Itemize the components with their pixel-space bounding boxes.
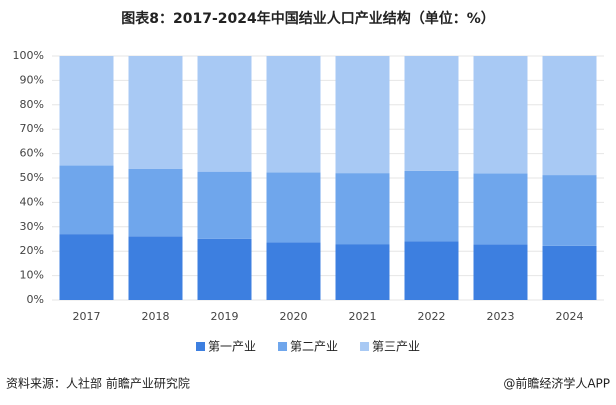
y-tick-label: 10%	[20, 269, 44, 282]
x-tick-label: 2017	[73, 310, 101, 323]
bar-segment	[473, 173, 528, 245]
bar-segment	[473, 244, 528, 300]
x-tick-label: 2020	[280, 310, 308, 323]
bar-segment	[542, 175, 597, 246]
y-tick-label: 50%	[20, 171, 44, 184]
y-tick-label: 60%	[20, 147, 44, 160]
bar-segment	[404, 241, 459, 300]
bar-segment	[59, 56, 114, 166]
source: 资料来源：人社部 前瞻产业研究院	[6, 376, 190, 391]
bar-segment	[197, 171, 252, 239]
y-tick-label: 40%	[20, 195, 44, 208]
y-tick-label: 0%	[27, 293, 44, 306]
x-tick-label: 2021	[349, 310, 377, 323]
y-tick-label: 90%	[20, 73, 44, 86]
legend-swatch	[196, 342, 205, 351]
y-tick-label: 80%	[20, 98, 44, 111]
bar-segment	[197, 56, 252, 172]
legend-label: 第三产业	[372, 340, 420, 354]
bar-segment	[335, 56, 390, 174]
x-tick-label: 2022	[418, 310, 446, 323]
bar-segment	[335, 173, 390, 245]
bar-segment	[197, 238, 252, 300]
legend-swatch	[360, 342, 370, 351]
legend-swatch	[278, 342, 288, 351]
bar-segment	[128, 236, 183, 300]
legend-label: 第一产业	[208, 340, 256, 354]
y-tick-label: 30%	[20, 220, 44, 233]
bar-segment	[266, 172, 321, 243]
bar-segment	[542, 245, 597, 300]
bar-segment	[473, 56, 528, 174]
legend-label: 第二产业	[290, 340, 338, 354]
y-tick-label: 70%	[20, 122, 44, 135]
x-tick-label: 2024	[556, 310, 584, 323]
bar-segment	[128, 168, 183, 237]
bar-segment	[266, 56, 321, 173]
x-tick-label: 2018	[142, 310, 170, 323]
y-tick-label: 100%	[13, 49, 44, 62]
credit: @前瞻经济学人APP	[503, 376, 610, 391]
bar-segment	[404, 170, 459, 242]
bar-segment	[335, 244, 390, 300]
x-tick-label: 2019	[211, 310, 239, 323]
chart-title: 图表8：2017-2024年中国结业人口产业结构（单位：%）	[121, 10, 495, 27]
bar-segment	[59, 234, 114, 300]
bar-segment	[59, 165, 114, 235]
bar-segment	[404, 56, 459, 171]
bar-segment	[266, 242, 321, 300]
y-tick-label: 20%	[20, 244, 44, 257]
bar-segment	[542, 56, 597, 176]
x-tick-label: 2023	[487, 310, 515, 323]
bar-segment	[128, 56, 183, 169]
